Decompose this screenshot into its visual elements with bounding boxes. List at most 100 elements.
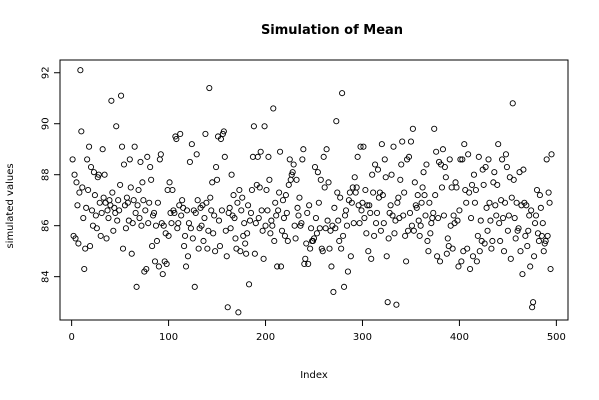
data-point [361,214,368,222]
data-point [218,207,225,214]
data-point [535,237,542,245]
data-point [400,212,407,219]
data-point [305,260,312,267]
data-point [369,171,376,178]
data-point [328,263,335,270]
data-point [481,240,488,247]
data-point [139,179,146,186]
data-point [308,225,315,232]
data-point [393,301,400,308]
data-point [92,212,99,219]
data-point [537,204,544,211]
data-point [403,258,410,265]
data-point [241,220,248,227]
data-point [484,227,491,234]
data-point [387,202,394,209]
data-point [435,214,442,222]
data-point [254,153,261,160]
data-point [510,176,517,183]
data-point [425,248,432,255]
data-point [314,169,321,176]
data-point [211,212,218,219]
data-point [143,265,150,273]
data-point [457,156,464,163]
data-point [97,232,104,239]
data-point [327,227,334,234]
data-point [78,128,85,135]
data-point [284,237,291,245]
data-point [157,151,164,158]
data-point [295,212,302,219]
data-point [298,220,305,227]
data-point [508,194,515,201]
data-point [206,84,213,92]
data-point [228,171,235,178]
data-point [103,235,110,242]
data-point [290,161,297,168]
data-point [373,209,381,216]
data-point [91,192,98,199]
data-point [99,146,106,153]
data-point [182,232,189,239]
data-point [134,202,141,209]
data-point [419,184,426,191]
data-point [418,199,425,206]
data-point [86,143,93,150]
data-point [482,164,489,171]
data-point [128,250,135,257]
data-point [335,217,342,224]
data-point [540,248,547,255]
data-point [303,240,310,247]
data-point [401,189,408,196]
x-tick-label-5: 500 [547,332,566,343]
data-point [545,189,552,196]
y-tick-label-0: 84 [41,270,52,283]
data-point [511,214,518,222]
data-point [184,253,192,260]
data-point [513,199,520,206]
data-point [282,192,289,199]
data-point [366,202,373,209]
x-axis-label: Index [300,370,328,381]
data-point [344,268,351,275]
data-point [483,204,490,211]
data-point [285,181,292,188]
data-point [252,220,259,227]
data-point [299,156,306,163]
data-point [93,225,100,232]
data-point [109,189,116,196]
data-point [296,194,303,201]
data-point [243,250,250,257]
y-axis: 84 86 88 90 92 [41,66,61,283]
data-point [465,151,472,158]
y-tick-label-2: 88 [41,168,52,181]
data-point [222,227,229,234]
data-point [356,220,363,227]
data-point [168,220,175,227]
data-point [259,227,266,234]
data-point [69,156,76,163]
data-point [340,232,347,239]
data-point [353,184,360,191]
data-point [179,197,186,204]
data-point [245,202,252,209]
data-point [150,209,158,216]
data-point [473,258,480,265]
data-point [108,97,115,104]
data-point [325,179,332,186]
data-point [315,199,322,206]
data-point [489,237,496,245]
data-point [186,158,193,166]
data-point [365,248,372,255]
data-point [256,184,263,191]
data-point [142,207,149,214]
data-point [456,207,463,214]
data-point [486,199,493,206]
data-point [307,245,314,252]
data-point [398,161,405,168]
data-point [497,237,504,245]
data-point [426,199,433,206]
data-point [436,258,444,265]
data-point [527,263,534,270]
data-point [384,299,391,306]
